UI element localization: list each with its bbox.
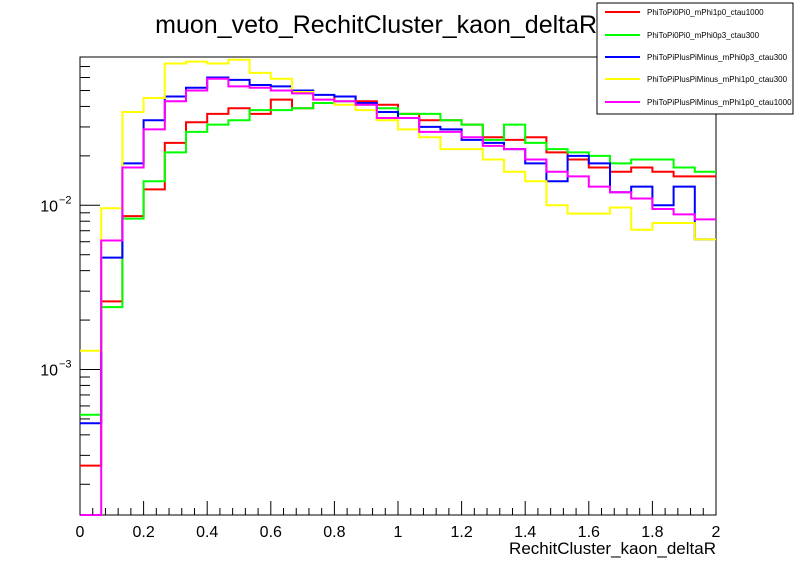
x-tick-label: 0.8 (323, 524, 345, 541)
x-tick-label: 1.8 (641, 524, 663, 541)
legend-label: PhiToPiPlusPiMinus_mPhi1p0_ctau1000 (647, 98, 792, 107)
x-tick-label: 1.6 (578, 524, 600, 541)
legend-label: PhiToPiPlusPiMinus_mPhi0p3_ctau300 (647, 53, 788, 62)
y-tick-exponent: −2 (59, 194, 72, 206)
legend-box (596, 2, 794, 115)
x-tick-label: 0.6 (260, 524, 282, 541)
x-tick-label: 2 (712, 524, 721, 541)
x-tick-label: 1 (394, 524, 403, 541)
x-tick-label: 1.4 (514, 524, 536, 541)
y-tick-label: 10 (40, 363, 58, 380)
legend-label: PhiToPiPlusPiMinus_mPhi1p0_ctau300 (647, 75, 788, 84)
x-axis: 0 0.2 0.4 0.6 0.8 1 1.2 1.4 1.6 1.8 2 (76, 501, 721, 541)
series-line-5 (80, 77, 716, 516)
y-tick-label: 10 (40, 198, 58, 215)
series-layer (80, 58, 716, 516)
series-line-3 (80, 76, 716, 425)
legend-label: PhiToPi0Pi0_mPhi1p0_ctau1000 (647, 8, 764, 17)
chart-title: muon_veto_RechitCluster_kaon_deltaR_0 (155, 11, 625, 39)
series-line-2 (80, 100, 716, 416)
legend-label: PhiToPi0Pi0_mPhi0p3_ctau300 (647, 31, 760, 40)
x-tick-label: 0.4 (196, 524, 218, 541)
legend: PhiToPi0Pi0_mPhi1p0_ctau1000 PhiToPi0Pi0_… (596, 2, 794, 115)
y-axis: 10−310−2 (40, 56, 100, 485)
x-tick-label: 0.2 (132, 524, 154, 541)
x-axis-label: RechitCluster_kaon_deltaR (509, 539, 716, 558)
x-tick-label: 0 (76, 524, 85, 541)
y-tick-exponent: −3 (59, 359, 72, 371)
x-tick-label: 1.2 (450, 524, 472, 541)
series-line-4 (80, 58, 716, 352)
